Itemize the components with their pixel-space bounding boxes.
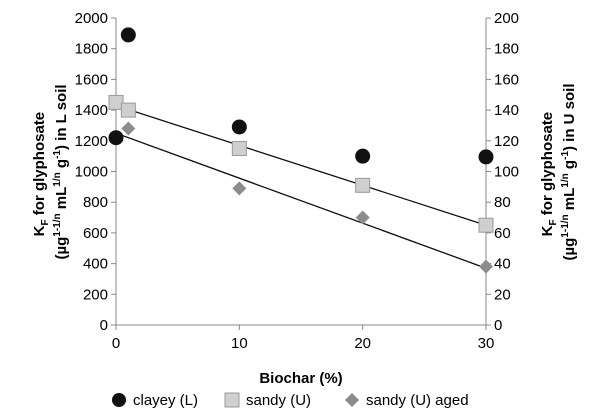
right-y-tick-label: 0 <box>494 317 502 334</box>
data-point <box>108 130 124 146</box>
left-y-tick-label: 0 <box>100 317 108 334</box>
data-points <box>108 27 494 274</box>
legend-label: clayey (L) <box>133 392 198 409</box>
legend-marker <box>224 392 240 408</box>
x-tick-label: 30 <box>478 335 495 352</box>
data-point <box>120 102 136 118</box>
x-tick-label: 20 <box>354 335 371 352</box>
legend-marker <box>345 393 359 407</box>
left-y-tick-label: 200 <box>83 286 108 303</box>
data-point <box>232 181 247 196</box>
legend: clayey (L) sandy (U) sandy (U) aged <box>112 392 469 409</box>
data-point <box>478 217 494 233</box>
data-point <box>231 140 247 156</box>
right-y-tick-label: 60 <box>494 225 511 242</box>
right-y-axis-title: KF for glyphosate (µg1-1/n mL1/n g-1) in… <box>539 83 578 260</box>
left-y-axis-title: KF for glyphosate (µg1-1/n mL1/n g-1) in… <box>31 84 70 259</box>
left-y-tick-label: 1800 <box>75 41 108 58</box>
data-point <box>108 94 124 110</box>
legend-label: sandy (U) <box>246 392 311 409</box>
right-y-tick-label: 200 <box>494 10 519 27</box>
data-point <box>355 148 371 164</box>
right-y-tick-label: 100 <box>494 164 519 181</box>
trendlines <box>115 104 487 269</box>
data-point <box>478 149 494 165</box>
data-point <box>121 121 136 136</box>
right-y-tick-label: 20 <box>494 286 511 303</box>
data-point <box>355 210 370 225</box>
trendline <box>115 132 487 269</box>
legend-marker <box>112 393 126 407</box>
left-y-tick-label: 400 <box>83 256 108 273</box>
trendline <box>115 104 487 226</box>
data-point <box>231 119 247 135</box>
data-point <box>120 27 136 43</box>
right-y-tick-label: 80 <box>494 194 511 211</box>
x-tick-label: 0 <box>112 335 120 352</box>
left-y-tick-label: 600 <box>83 225 108 242</box>
left-y-tick-label: 800 <box>83 194 108 211</box>
x-tick-label: 10 <box>231 335 248 352</box>
left-y-title-line2: (µg1-1/n mL1/n g-1) in L soil <box>52 84 70 259</box>
right-y-tick-label: 140 <box>494 102 519 119</box>
right-y-title-line2: (µg1-1/n mL1/n g-1) in U soil <box>560 83 578 260</box>
data-point <box>355 177 371 193</box>
data-point <box>479 259 493 274</box>
left-y-tick-label: 1000 <box>75 164 108 181</box>
left-y-tick-label: 1200 <box>75 133 108 150</box>
left-y-tick-label: 1600 <box>75 71 108 88</box>
legend-label: sandy (U) aged <box>366 392 469 409</box>
right-y-tick-label: 120 <box>494 133 519 150</box>
axes <box>115 18 487 326</box>
right-y-tick-label: 160 <box>494 71 519 88</box>
ticks: 0200400600800100012001400160018002000020… <box>75 10 519 352</box>
right-y-title-line1: KF for glyphosate <box>539 112 559 236</box>
right-y-tick-label: 40 <box>494 256 511 273</box>
right-y-tick-label: 180 <box>494 41 519 58</box>
x-axis-title: Biochar (%) <box>259 370 342 387</box>
left-y-tick-label: 2000 <box>75 10 108 27</box>
left-y-tick-label: 1400 <box>75 102 108 119</box>
left-y-title-line1: KF for glyphosate <box>31 112 51 236</box>
